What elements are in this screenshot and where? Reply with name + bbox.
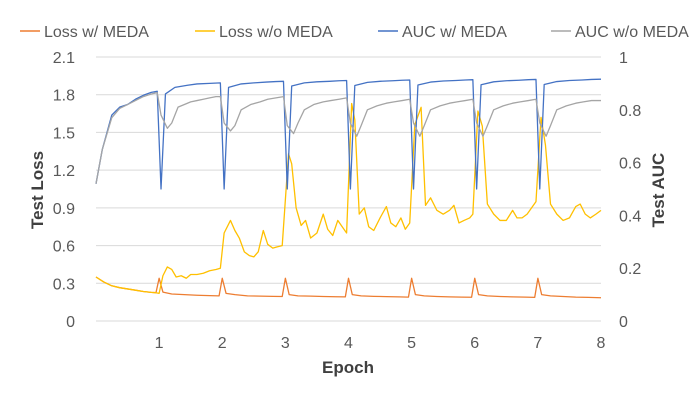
legend: Loss w/ MEDA Loss w/o MEDA AUC w/ MEDA AUC … bbox=[20, 24, 689, 41]
y-left-tick-label: 0.6 bbox=[53, 239, 75, 256]
series-lines bbox=[95, 78, 602, 299]
legend-label-auc-w-o-meda: AUC w/o MEDA bbox=[575, 24, 689, 41]
series-line-loss-w-meda bbox=[95, 276, 602, 299]
legend-label-loss-w-o-meda: Loss w/o MEDA bbox=[219, 24, 333, 41]
y-right-tick-label: 0 bbox=[619, 314, 628, 331]
y-left-tick-label: 1.5 bbox=[53, 125, 75, 142]
y-axis-left-title: Test Loss bbox=[28, 151, 47, 229]
y-left-tick-label: 2.1 bbox=[53, 50, 75, 67]
series-line-auc-w-o-meda bbox=[95, 91, 601, 184]
y-axis-right-ticks: 0 0.2 0.4 0.6 0.8 1 bbox=[619, 50, 641, 331]
y-right-tick-label: 1 bbox=[619, 50, 628, 67]
x-tick-label: 7 bbox=[533, 335, 542, 352]
y-axis-right-title: Test AUC bbox=[649, 153, 668, 228]
y-axis-left-ticks: 0 0.3 0.6 0.9 1.2 1.5 1.8 2.1 bbox=[53, 50, 75, 331]
y-right-tick-label: 0.6 bbox=[619, 156, 641, 173]
y-right-tick-label: 0.2 bbox=[619, 261, 641, 278]
x-tick-label: 8 bbox=[597, 335, 606, 352]
y-left-tick-label: 1.2 bbox=[53, 163, 75, 180]
x-tick-label: 1 bbox=[155, 335, 164, 352]
x-axis-ticks: 1 2 3 4 5 6 7 8 bbox=[155, 335, 606, 352]
legend-label-auc-w-meda: AUC w/ MEDA bbox=[402, 24, 507, 41]
y-left-tick-label: 1.8 bbox=[53, 88, 75, 105]
x-tick-label: 4 bbox=[344, 335, 353, 352]
series-line-loss-w-o-meda bbox=[95, 102, 602, 294]
series-line-auc-w-meda bbox=[95, 78, 602, 190]
x-tick-label: 6 bbox=[470, 335, 479, 352]
x-tick-label: 3 bbox=[281, 335, 290, 352]
y-left-tick-label: 0.9 bbox=[53, 201, 75, 218]
legend-label-loss-w-meda: Loss w/ MEDA bbox=[44, 24, 149, 41]
x-axis-title: Epoch bbox=[322, 358, 374, 377]
y-right-tick-label: 0.4 bbox=[619, 208, 641, 225]
y-right-tick-label: 0.8 bbox=[619, 103, 641, 120]
x-tick-label: 2 bbox=[218, 335, 227, 352]
y-left-tick-label: 0 bbox=[66, 314, 75, 331]
x-tick-label: 5 bbox=[407, 335, 416, 352]
y-left-tick-label: 0.3 bbox=[53, 276, 75, 293]
